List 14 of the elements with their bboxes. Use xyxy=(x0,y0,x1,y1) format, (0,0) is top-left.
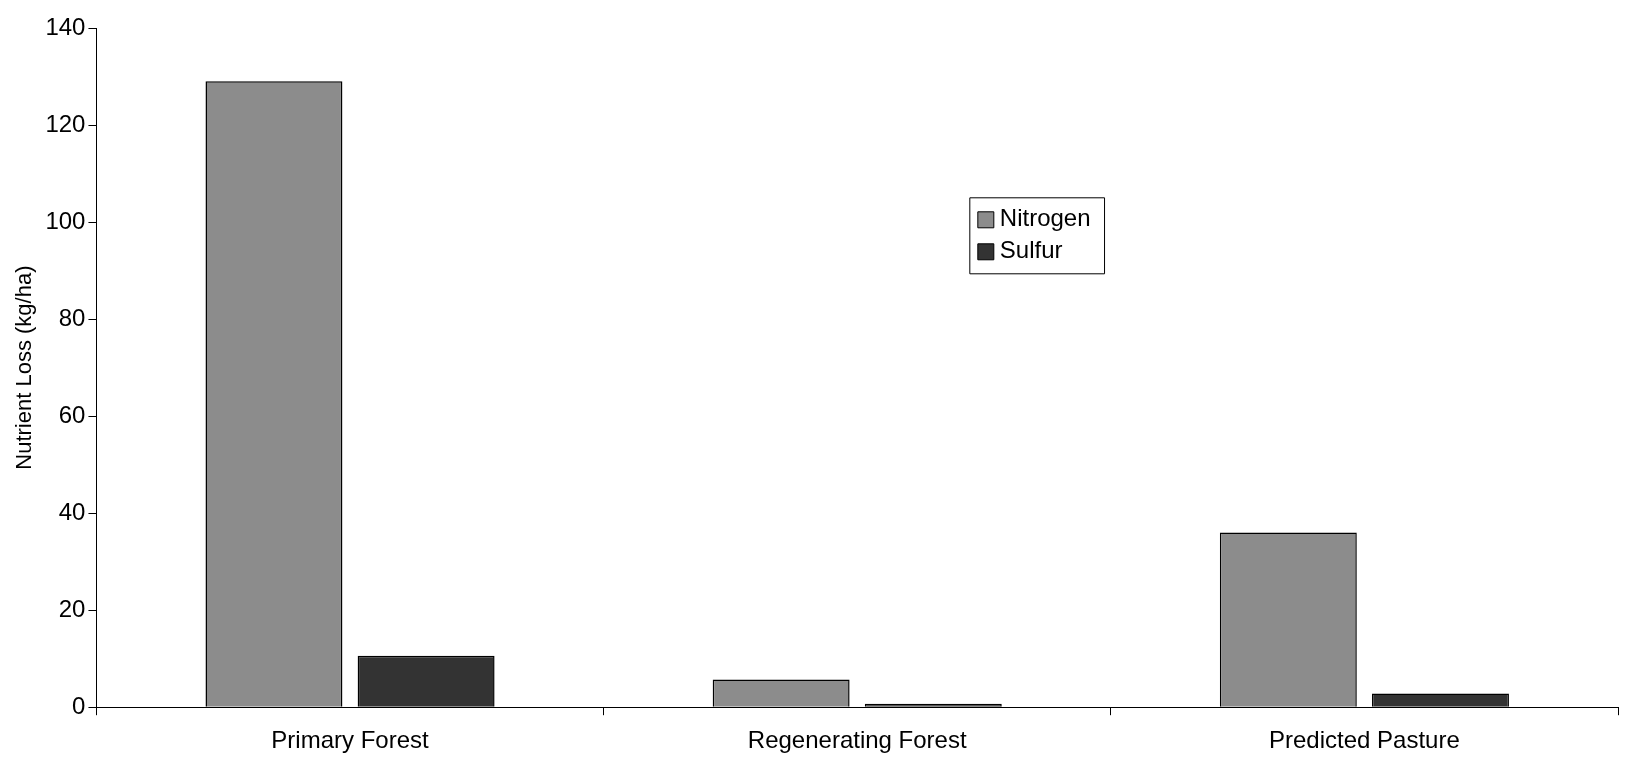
legend-label: Sulfur xyxy=(999,236,1063,264)
y-tick-label: 100 xyxy=(45,206,86,234)
x-tick-label: Predicted Pasture xyxy=(1269,726,1460,754)
y-tick-label: 80 xyxy=(58,303,86,331)
y-tick-label: 0 xyxy=(72,691,86,719)
y-tick-label: 60 xyxy=(58,400,86,428)
x-tick-label: Primary Forest xyxy=(271,726,430,754)
y-tick-label: 40 xyxy=(58,497,86,525)
y-tick-label: 20 xyxy=(58,594,86,622)
y-axis-title: Nutrient Loss (kg/ha) xyxy=(11,265,37,470)
legend-label: Nitrogen xyxy=(999,204,1091,232)
y-tick-label: 120 xyxy=(45,109,86,137)
y-tick-label: 140 xyxy=(45,12,86,40)
x-tick-label: Regenerating Forest xyxy=(747,726,967,754)
